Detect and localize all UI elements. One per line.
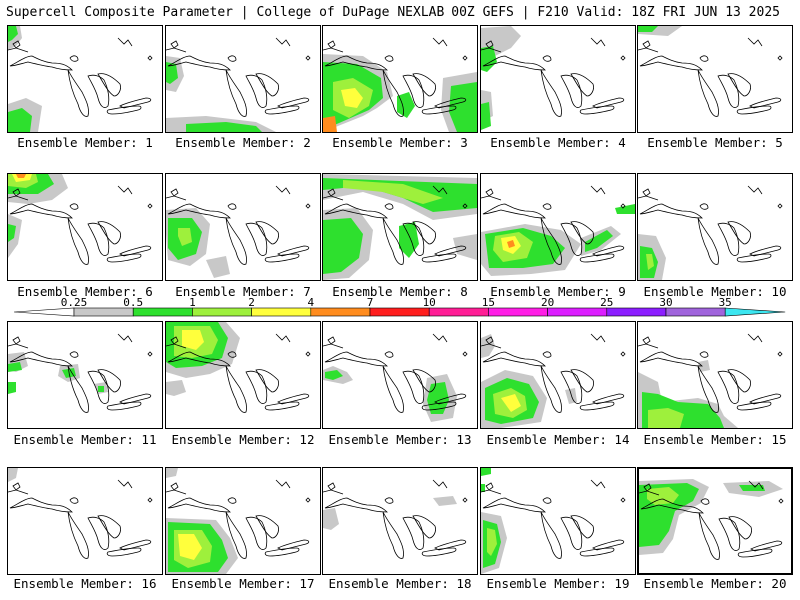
color-legend: 0.25 0.5 1 2 4 7 10 15 20 25 30 35 <box>14 296 786 317</box>
member-map <box>639 479 784 560</box>
member-label: Ensemble Member: 6 <box>17 284 153 299</box>
map-title: Supercell Composite Parameter | College … <box>6 5 445 20</box>
colorbar-segment <box>724 307 786 317</box>
member-label: Ensemble Member: 14 <box>486 432 630 447</box>
member-map-panel[interactable] <box>637 467 793 575</box>
member-label: Ensemble Member: 17 <box>171 576 315 591</box>
member-label: Ensemble Member: 11 <box>13 432 157 447</box>
member-map <box>481 26 626 130</box>
colorbar-left-end <box>14 307 75 317</box>
member-map-panel[interactable] <box>165 173 321 281</box>
member-map <box>323 333 468 422</box>
member-map-panel[interactable] <box>637 173 793 281</box>
member-map <box>481 468 626 574</box>
colorbar-segment <box>665 307 726 317</box>
member-map <box>8 26 153 132</box>
colorbar-segment <box>428 307 489 317</box>
member-map <box>638 185 783 280</box>
colorbar-segment <box>73 307 134 317</box>
member-map-panel[interactable] <box>480 321 636 429</box>
member-label: Ensemble Member: 16 <box>13 576 157 591</box>
member-label: Ensemble Member: 10 <box>643 284 787 299</box>
colorbar-tick-label: 10 <box>423 296 436 309</box>
colorbar-segment <box>251 307 312 317</box>
member-map-panel[interactable] <box>480 467 636 575</box>
colorbar-segment <box>132 307 193 317</box>
member-map <box>166 468 311 574</box>
member-map-panel[interactable] <box>322 321 478 429</box>
colorbar-tick-label: 7 <box>367 296 374 309</box>
member-label: Ensemble Member: 4 <box>490 135 626 150</box>
member-map <box>481 333 626 428</box>
colorbar-segment <box>310 307 371 317</box>
colorbar-segment <box>369 307 430 317</box>
member-label: Ensemble Member: 5 <box>647 135 783 150</box>
member-label: Ensemble Member: 8 <box>332 284 468 299</box>
member-map <box>8 333 153 413</box>
member-map <box>166 322 311 413</box>
colorbar-tick-label: 1 <box>189 296 196 309</box>
colorbar-tick-label: 0.5 <box>123 296 143 309</box>
member-map-panel[interactable] <box>165 25 321 133</box>
colorbar-tick-label: 20 <box>541 296 554 309</box>
member-label: Ensemble Member: 18 <box>328 576 472 591</box>
member-map-panel[interactable] <box>165 321 321 429</box>
member-map-panel[interactable] <box>637 25 793 133</box>
member-label: Ensemble Member: 15 <box>643 432 787 447</box>
colorbar-tick-label: 35 <box>719 296 732 309</box>
member-map <box>8 174 153 265</box>
colorbar-tick-label: 25 <box>600 296 613 309</box>
member-label: Ensemble Member: 3 <box>332 135 468 150</box>
member-map-panel[interactable] <box>322 25 478 133</box>
member-label: Ensemble Member: 2 <box>175 135 311 150</box>
colorbar-tick-label: 2 <box>248 296 255 309</box>
member-map-panel[interactable] <box>165 467 321 575</box>
member-label: Ensemble Member: 7 <box>175 284 311 299</box>
colorbar-tick-label: 4 <box>307 296 314 309</box>
colorbar-tick-label: 30 <box>659 296 672 309</box>
member-label: Ensemble Member: 13 <box>328 432 472 447</box>
member-map-panel[interactable] <box>7 321 163 429</box>
colorbar-segment <box>547 307 608 317</box>
member-label: Ensemble Member: 19 <box>486 576 630 591</box>
member-map <box>323 479 468 559</box>
member-map-panel[interactable] <box>7 173 163 281</box>
member-map-panel[interactable] <box>322 173 478 281</box>
member-label: Ensemble Member: 9 <box>490 284 626 299</box>
member-map <box>638 333 783 428</box>
colorbar-segment <box>192 307 252 317</box>
member-map-panel[interactable] <box>7 467 163 575</box>
member-map-panel[interactable] <box>7 25 163 133</box>
member-map-panel[interactable] <box>480 173 636 281</box>
member-map-panel[interactable] <box>322 467 478 575</box>
member-map <box>323 37 477 132</box>
colorbar-segment <box>606 307 667 317</box>
colorbar-tick-label: 0.25 <box>61 296 88 309</box>
colorbar-tick-label: 15 <box>482 296 495 309</box>
member-label: Ensemble Member: 1 <box>17 135 153 150</box>
member-map-panel[interactable] <box>480 25 636 133</box>
member-label: Ensemble Member: 20 <box>643 576 787 591</box>
member-map <box>8 468 153 559</box>
member-map-panel[interactable] <box>637 321 793 429</box>
member-label: Ensemble Member: 12 <box>171 432 315 447</box>
member-map <box>166 37 311 132</box>
member-map <box>323 174 477 280</box>
member-map <box>638 26 783 117</box>
colorbar-segment <box>488 307 548 317</box>
member-map <box>166 185 311 278</box>
valid-time-label: 00Z GEFS | F210 Valid: 18Z FRI JUN 13 20… <box>451 5 780 20</box>
member-map <box>481 185 635 276</box>
